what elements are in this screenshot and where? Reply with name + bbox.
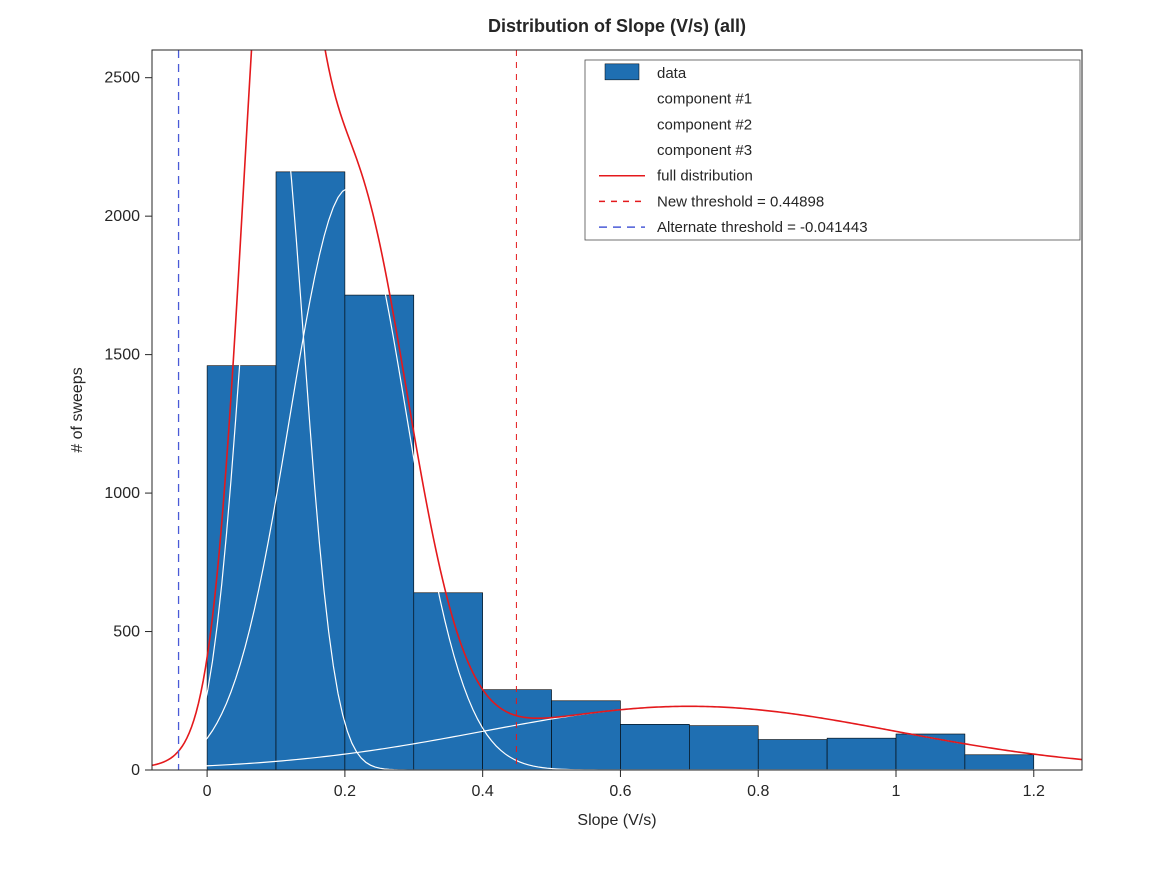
legend-label: Alternate threshold = -0.041443 — [657, 219, 868, 236]
histogram-bar — [896, 734, 965, 770]
y-tick-label: 500 — [113, 624, 140, 641]
x-axis-label: Slope (V/s) — [577, 812, 656, 829]
x-tick-label: 0 — [203, 783, 212, 800]
histogram-bar — [758, 740, 827, 770]
histogram-bar — [276, 172, 345, 770]
legend-label: component #2 — [657, 116, 752, 133]
y-tick-label: 2000 — [104, 208, 140, 225]
x-tick-label: 0.6 — [609, 783, 631, 800]
histogram-bar — [620, 724, 689, 770]
legend-label: component #1 — [657, 91, 752, 108]
x-tick-label: 0.2 — [334, 783, 356, 800]
histogram-bar — [689, 726, 758, 770]
x-tick-label: 0.8 — [747, 783, 769, 800]
legend-label: New threshold = 0.44898 — [657, 193, 824, 210]
x-tick-label: 1.2 — [1023, 783, 1045, 800]
legend-label: component #3 — [657, 142, 752, 159]
histogram-chart: 0 0.2 0.4 0.6 0.8 1 1.2 0 500 1000 1500 2000 2500 Dis… — [0, 0, 1167, 875]
y-tick-label: 2500 — [104, 70, 140, 87]
histogram-bar — [345, 295, 414, 770]
x-tick-label: 1 — [892, 783, 901, 800]
chart-container: 0 0.2 0.4 0.6 0.8 1 1.2 0 500 1000 1500 2000 2500 Dis… — [0, 0, 1167, 875]
y-axis-label: # of sweeps — [69, 367, 86, 452]
legend-label: data — [657, 65, 687, 82]
y-tick-label: 1000 — [104, 485, 140, 502]
legend-swatch — [605, 64, 639, 80]
chart-title: Distribution of Slope (V/s) (all) — [488, 16, 746, 36]
legend-label: full distribution — [657, 168, 753, 185]
x-tick-label: 0.4 — [472, 783, 494, 800]
y-tick-label: 1500 — [104, 347, 140, 364]
y-tick-label: 0 — [131, 762, 140, 779]
histogram-bar — [827, 738, 896, 770]
histogram-bar — [965, 755, 1034, 770]
histogram-bar — [414, 593, 483, 770]
